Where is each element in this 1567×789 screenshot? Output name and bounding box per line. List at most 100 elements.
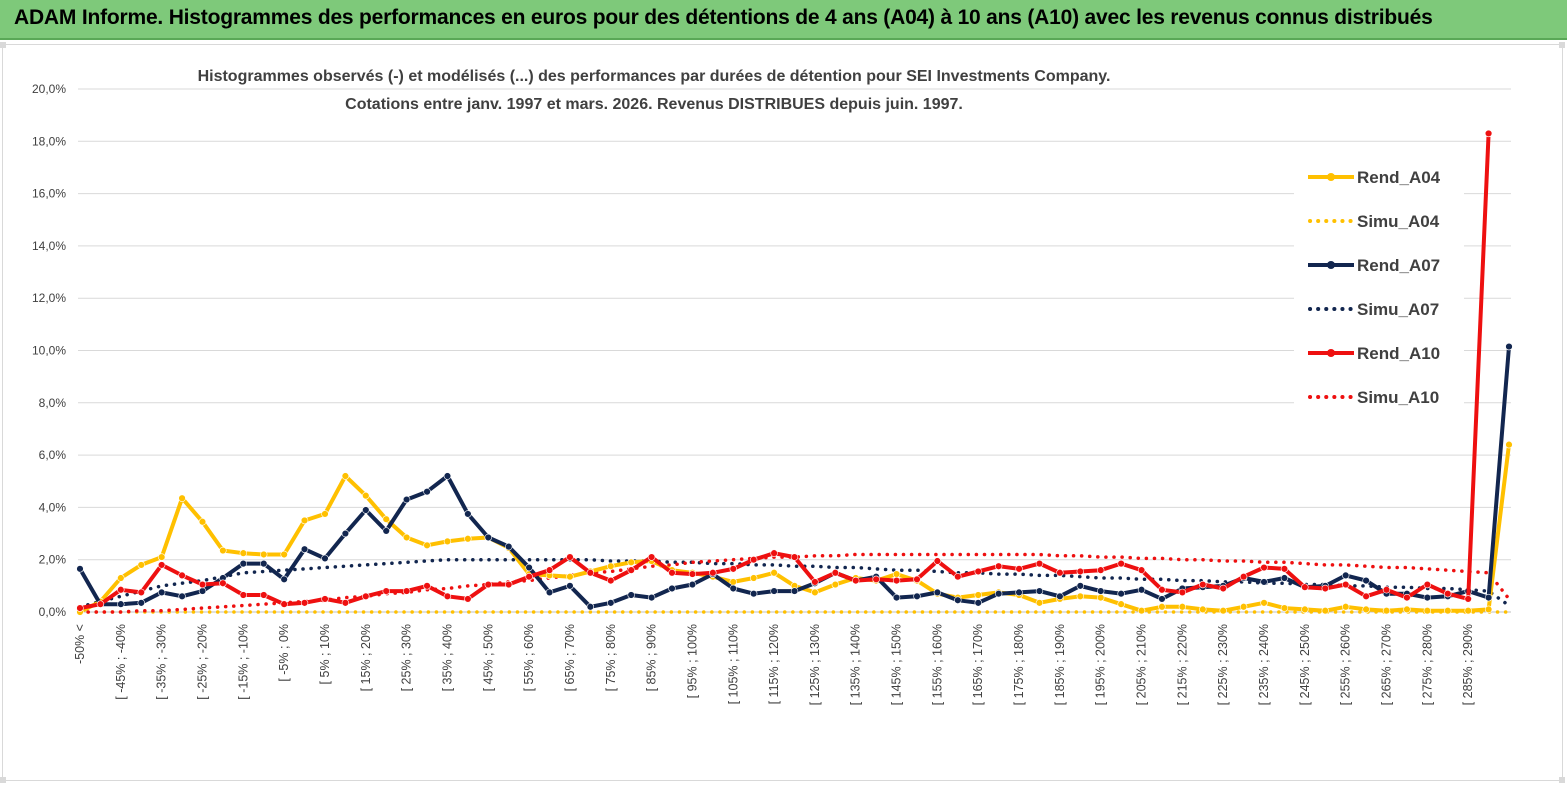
data-point [688, 570, 697, 578]
data-point [402, 587, 411, 595]
data-point [954, 572, 962, 581]
data-point [566, 572, 574, 581]
gridlines [78, 88, 1511, 613]
data-point [525, 572, 533, 581]
y-tick-label: 0,0% [39, 605, 67, 619]
series-rend-a10 [76, 129, 1493, 612]
data-point [668, 569, 676, 577]
data-point [280, 600, 288, 608]
data-point [1035, 587, 1044, 595]
data-point [1219, 606, 1227, 615]
series-line [78, 557, 1511, 609]
data-point [1199, 580, 1207, 589]
y-tick-label: 20,0% [32, 82, 66, 96]
y-tick-label: 16,0% [32, 187, 66, 201]
data-point [1280, 604, 1289, 612]
data-point [382, 515, 390, 523]
data-point [280, 575, 288, 584]
data-point [994, 589, 1003, 598]
x-tick-label: [ 55% ; 60% [522, 624, 536, 691]
frame-handle-bottom-left[interactable] [0, 777, 6, 783]
data-point [913, 575, 921, 584]
data-point [1015, 588, 1023, 597]
data-point [505, 580, 513, 589]
data-point [831, 580, 840, 589]
series-simu-a07 [78, 557, 1511, 609]
legend-label: Rend_A04 [1357, 168, 1441, 187]
legend-label: Rend_A07 [1357, 256, 1440, 275]
y-axis: 0,0% 2,0% 4,0% 6,0% 8,0% 10,0% 12,0% 14,0% 16,0%… [32, 82, 66, 619]
x-tick-label: [ 285% ; 290% [1461, 624, 1475, 705]
x-tick-label: [ 225% ; 230% [1216, 624, 1230, 705]
data-point [1260, 599, 1268, 607]
data-point [423, 541, 431, 550]
data-point [1403, 605, 1411, 614]
x-tick-label: [ 15% ; 20% [359, 624, 373, 691]
frame-handle-bottom-right[interactable] [1559, 777, 1565, 783]
data-point [607, 599, 615, 607]
data-point [341, 529, 350, 538]
y-tick-label: 6,0% [39, 448, 67, 462]
data-point [198, 587, 207, 595]
y-tick-label: 8,0% [39, 396, 67, 410]
data-point [464, 510, 472, 518]
data-point [647, 553, 656, 561]
data-point [178, 494, 186, 502]
data-point [1484, 129, 1493, 138]
x-tick-label: [ 175% ; 180% [1012, 624, 1026, 705]
y-tick-label: 14,0% [32, 239, 66, 253]
x-tick-label: [ 5% ; 10% [318, 624, 332, 684]
x-tick-label: [ 105% ; 110% [726, 624, 740, 704]
data-point [137, 561, 145, 569]
data-point [117, 586, 125, 594]
data-point [464, 595, 472, 603]
frame-handle-top-left[interactable] [0, 42, 6, 48]
data-point [505, 542, 513, 551]
data-point [1056, 569, 1064, 577]
data-point [1423, 593, 1432, 602]
data-point [1035, 559, 1044, 568]
data-point [464, 535, 472, 543]
data-point [1076, 567, 1085, 576]
data-point [1341, 571, 1350, 580]
data-point [219, 546, 227, 555]
data-point [219, 579, 227, 587]
data-point [811, 578, 819, 586]
data-point [1137, 566, 1146, 574]
data-point [157, 553, 166, 561]
data-point [1362, 592, 1370, 601]
data-point [1484, 605, 1493, 614]
data-point [790, 587, 799, 595]
data-point [668, 584, 676, 593]
data-point [260, 591, 268, 599]
frame-handle-top-right[interactable] [1559, 42, 1565, 48]
chart-subtitle: Cotations entre janv. 1997 et mars. 2026… [345, 96, 963, 113]
data-point [525, 563, 533, 572]
series-line [79, 133, 1491, 611]
data-point [974, 599, 982, 607]
data-point [402, 533, 411, 542]
data-point [1199, 605, 1207, 614]
data-point [443, 537, 452, 546]
data-point [627, 591, 635, 599]
data-point [994, 562, 1003, 570]
x-tick-label: [ 265% ; 270% [1380, 624, 1394, 705]
banner-title: ADAM Informe. Histogrammes des performan… [14, 6, 1433, 29]
data-point [117, 574, 125, 582]
data-point [729, 578, 737, 586]
series-layer [76, 129, 1513, 616]
data-point [341, 472, 350, 480]
x-tick-label: [ 85% ; 90% [645, 624, 659, 691]
x-tick-label: -50% < [73, 624, 87, 664]
data-point [300, 599, 309, 607]
data-point [586, 603, 595, 611]
data-point [892, 570, 901, 578]
data-point [566, 582, 574, 590]
data-point [1097, 593, 1105, 602]
x-tick-label: [ 245% ; 250% [1298, 624, 1312, 705]
data-point [423, 582, 431, 590]
data-point [1301, 605, 1309, 614]
data-point [1158, 595, 1166, 603]
data-point [872, 575, 880, 584]
